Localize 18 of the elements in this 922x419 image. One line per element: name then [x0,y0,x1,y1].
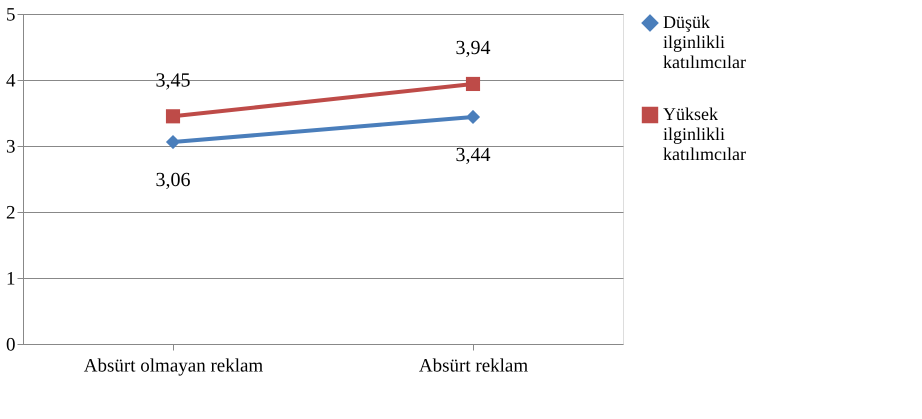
x-tick-label: Absürt olmayan reklam [84,356,264,376]
legend-label: Yüksek ilginlikli katılımcılar [663,104,746,164]
y-tick-label: 1 [6,268,16,290]
data-label: 3,45 [156,69,190,92]
y-tick-label: 3 [6,136,16,158]
data-label: 3,94 [456,36,490,59]
point [466,76,480,92]
data-label: 3,06 [156,169,190,192]
y-tick-label: 2 [6,202,16,224]
y-tick-label: 4 [6,70,16,92]
legend-label: Düşük ilginlikli katılımcılar [663,12,746,72]
point [466,110,480,124]
x-tick-label: Absürt reklam [418,356,528,376]
y-tick-label: 0 [6,334,16,356]
point [166,109,180,124]
y-tick-label: 5 [6,4,16,26]
point [166,134,180,150]
data-label: 3,44 [456,144,490,166]
